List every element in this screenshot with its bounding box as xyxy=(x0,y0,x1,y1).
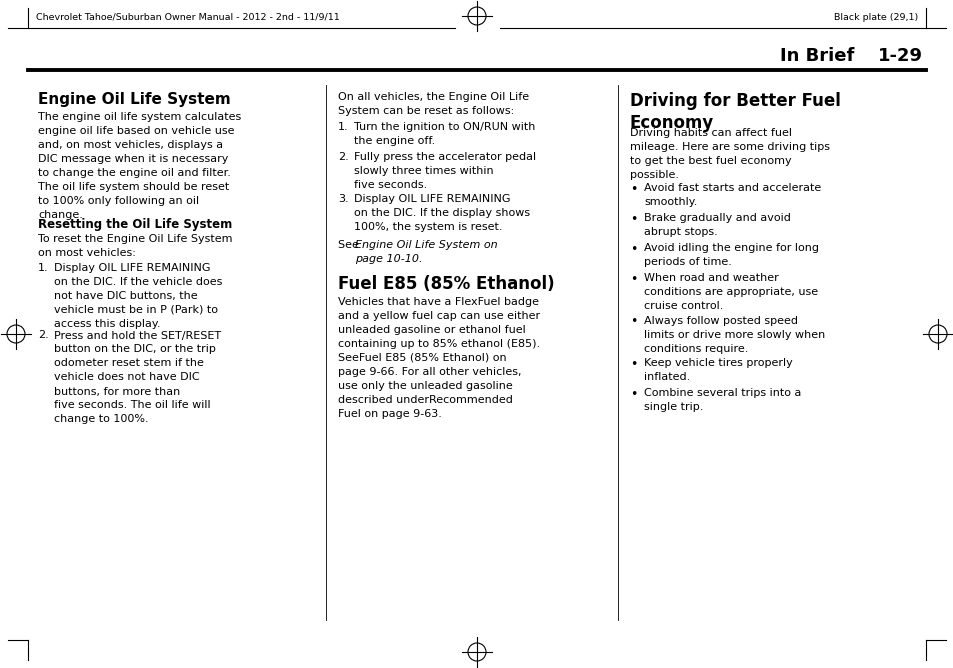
Text: Resetting the Oil Life System: Resetting the Oil Life System xyxy=(38,218,232,231)
Text: Display OIL LIFE REMAINING
on the DIC. If the display shows
100%, the system is : Display OIL LIFE REMAINING on the DIC. I… xyxy=(354,194,530,232)
Text: See: See xyxy=(337,240,362,250)
Text: Black plate (29,1): Black plate (29,1) xyxy=(833,13,917,21)
Text: 2.: 2. xyxy=(337,152,349,162)
Text: Avoid idling the engine for long
periods of time.: Avoid idling the engine for long periods… xyxy=(643,243,818,267)
Text: Driving for Better Fuel
Economy: Driving for Better Fuel Economy xyxy=(629,92,840,132)
Text: Engine Oil Life System: Engine Oil Life System xyxy=(38,92,231,107)
Text: Fully press the accelerator pedal
slowly three times within
five seconds.: Fully press the accelerator pedal slowly… xyxy=(354,152,536,190)
Text: Avoid fast starts and accelerate
smoothly.: Avoid fast starts and accelerate smoothl… xyxy=(643,183,821,207)
Text: On all vehicles, the Engine Oil Life
System can be reset as follows:: On all vehicles, the Engine Oil Life Sys… xyxy=(337,92,529,116)
Text: •: • xyxy=(629,183,637,196)
Text: 1.: 1. xyxy=(38,263,49,273)
Text: •: • xyxy=(629,358,637,371)
Text: Keep vehicle tires properly
inflated.: Keep vehicle tires properly inflated. xyxy=(643,358,792,382)
Text: 1-29: 1-29 xyxy=(877,47,923,65)
Text: The engine oil life system calculates
engine oil life based on vehicle use
and, : The engine oil life system calculates en… xyxy=(38,112,241,220)
Text: When road and weather
conditions are appropriate, use
cruise control.: When road and weather conditions are app… xyxy=(643,273,818,311)
Text: Display OIL LIFE REMAINING
on the DIC. If the vehicle does
not have DIC buttons,: Display OIL LIFE REMAINING on the DIC. I… xyxy=(54,263,222,329)
Text: Vehicles that have a FlexFuel badge
and a yellow fuel cap can use either
unleade: Vehicles that have a FlexFuel badge and … xyxy=(337,297,539,419)
Text: Press and hold the SET/RESET
button on the DIC, or the trip
odometer reset stem : Press and hold the SET/RESET button on t… xyxy=(54,331,221,424)
Text: Combine several trips into a
single trip.: Combine several trips into a single trip… xyxy=(643,388,801,412)
Text: 2.: 2. xyxy=(38,331,49,341)
Text: •: • xyxy=(629,213,637,226)
Text: 1.: 1. xyxy=(337,122,348,132)
Text: Brake gradually and avoid
abrupt stops.: Brake gradually and avoid abrupt stops. xyxy=(643,213,790,237)
Text: Turn the ignition to ON/RUN with
the engine off.: Turn the ignition to ON/RUN with the eng… xyxy=(354,122,535,146)
Text: •: • xyxy=(629,273,637,286)
Text: Chevrolet Tahoe/Suburban Owner Manual - 2012 - 2nd - 11/9/11: Chevrolet Tahoe/Suburban Owner Manual - … xyxy=(36,13,339,21)
Text: Fuel E85 (85% Ethanol): Fuel E85 (85% Ethanol) xyxy=(337,275,554,293)
Text: •: • xyxy=(629,243,637,256)
Text: •: • xyxy=(629,315,637,329)
Text: Always follow posted speed
limits or drive more slowly when
conditions require.: Always follow posted speed limits or dri… xyxy=(643,315,824,353)
Text: •: • xyxy=(629,388,637,401)
Text: In Brief: In Brief xyxy=(780,47,854,65)
Text: Engine Oil Life System on
page 10-10.: Engine Oil Life System on page 10-10. xyxy=(355,240,497,264)
Text: 3.: 3. xyxy=(337,194,348,204)
Text: To reset the Engine Oil Life System
on most vehicles:: To reset the Engine Oil Life System on m… xyxy=(38,234,233,258)
Text: Driving habits can affect fuel
mileage. Here are some driving tips
to get the be: Driving habits can affect fuel mileage. … xyxy=(629,128,829,180)
